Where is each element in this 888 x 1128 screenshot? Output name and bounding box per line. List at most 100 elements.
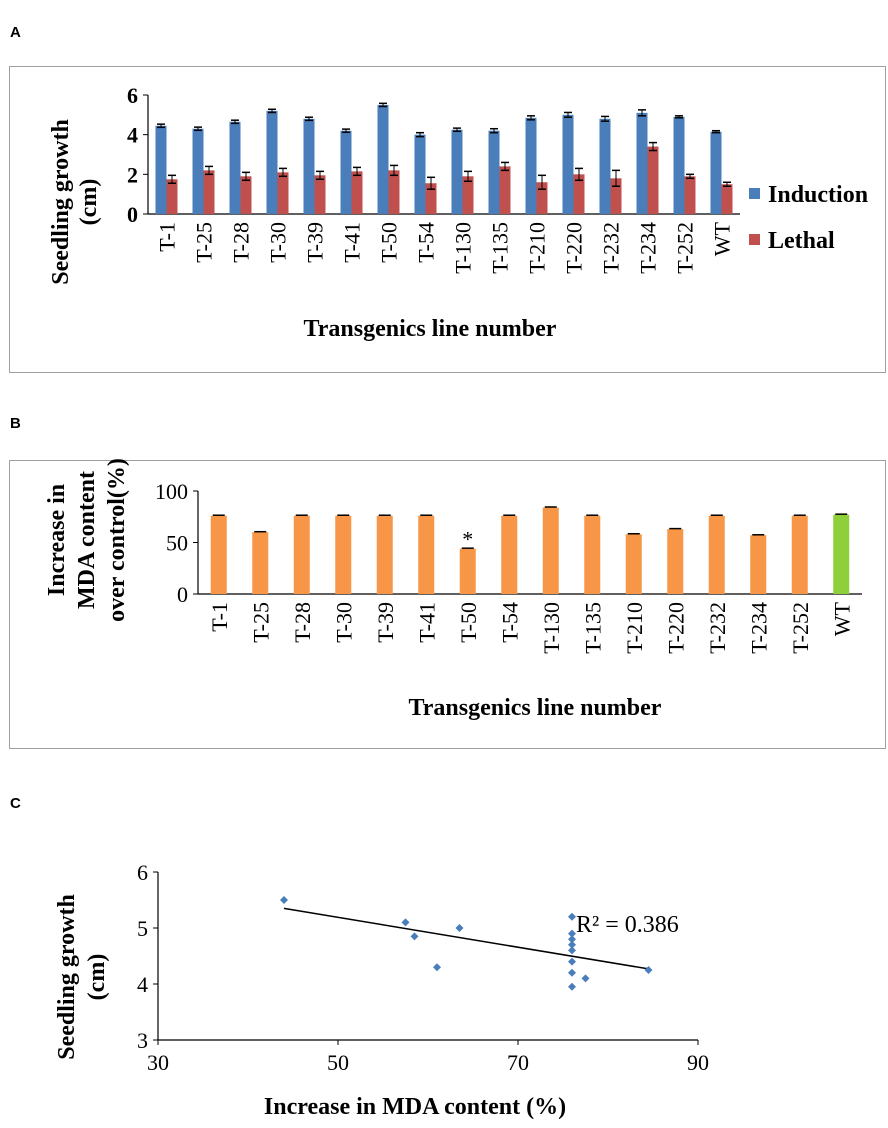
chart-a-bar-induction-wt [710,131,722,214]
chart-a-bar-lethal-t-54 [425,183,437,214]
chart-a-x-tick-label: T-135 [488,222,513,274]
chart-a-x-tick-label: T-41 [340,222,365,263]
chart-c-x-tick-label: 90 [687,1050,709,1075]
chart-a-error-bar-lethal-wt [723,181,731,187]
chart-a-bar-lethal-t-1 [166,179,178,214]
chart-a-error-bar-lethal-t-130 [464,170,472,183]
chart-b-x-tick-label: T-1 [207,602,232,632]
chart-c-point [401,918,410,927]
chart-a-y-tick-label: 6 [127,83,138,108]
chart-a-x-tick-label: T-232 [599,222,624,274]
chart-b-x-tick-label: T-30 [331,602,356,643]
chart-b-bar-wt [833,514,850,594]
panel-a-frame [9,66,886,373]
chart-c-r-squared-label: R² = 0.386 [576,912,679,938]
chart-c-y-tick-label: 6 [137,860,148,885]
chart-c-y-axis-title-line: (cm) [84,954,110,1001]
chart-b-bar-t-234 [750,535,767,594]
chart-a-error-bar-induction-t-50 [379,102,387,108]
chart-c-y-tick-label: 5 [137,916,148,941]
chart-a-error-bar-lethal-t-232 [612,169,620,187]
chart-a-error-bar-induction-t-25 [194,126,202,132]
chart-b-bar-t-135 [584,515,601,594]
chart-a-x-tick-label: T-54 [414,222,439,263]
chart-b-x-tick-label: T-210 [622,602,647,654]
chart-a-bar-induction-t-54 [414,134,426,214]
chart-c-y-axis-title-line: Seedling growth [54,894,80,1060]
chart-b-bar-t-28 [293,515,310,594]
chart-c-x-tick-label: 30 [147,1050,169,1075]
chart-a-error-bar-lethal-t-25 [205,165,213,176]
chart-b-bar-t-210 [625,534,642,594]
chart-a-bar-induction-t-220 [562,114,574,214]
chart-a-error-bar-induction-t-1 [157,123,165,129]
chart-a-x-tick-label: T-28 [229,222,254,263]
chart-c-x-axis-title: Increase in MDA content (%) [264,1094,566,1120]
chart-a-x-tick-label: T-234 [636,222,661,274]
chart-b-y-tick-label: 100 [155,479,188,504]
chart-a-bar-induction-t-252 [673,116,685,214]
chart-a-bar-induction-t-232 [599,118,611,214]
chart-b-x-axis-title: Transgenics line number [409,695,662,721]
chart-a-y-tick-label: 4 [127,123,138,148]
chart-a-bar-lethal-wt [721,184,733,214]
chart-a-bar-induction-t-25 [192,128,204,214]
chart-a-bar-induction-t-234 [636,112,648,214]
chart-c-y-tick-label: 4 [137,972,148,997]
chart-a-legend-swatch-lethal [749,234,760,245]
chart-a-bar-induction-t-210 [525,117,537,214]
chart-a-bar-lethal-t-30 [277,172,289,214]
chart-b-x-tick-label: T-50 [456,602,481,643]
chart-b-bar-t-232 [708,515,725,594]
panel-a-letter: A [10,24,21,41]
chart-a-error-bar-induction-t-252 [675,115,683,119]
chart-a-bar-lethal-t-130 [462,176,474,214]
chart-a-bar-lethal-t-41 [351,171,363,214]
chart-a-error-bar-lethal-t-135 [501,161,509,172]
chart-b-x-tick-label: WT [829,601,854,636]
chart-c-point [568,929,576,938]
chart-a-error-bar-induction-t-135 [490,127,498,134]
chart-c-y-axis-title: Seedling growth (cm) [54,894,110,1060]
chart-a-error-bar-lethal-t-210 [538,174,546,190]
chart-a-error-bar-induction-t-54 [416,131,424,138]
chart-b-x-tick-label: T-39 [373,602,398,643]
chart-b-y-axis-title-line: over control(%) [104,458,130,622]
chart-a-error-bar-lethal-t-28 [242,171,250,182]
chart-c-point [568,940,576,949]
chart-c-x-tick-label: 70 [507,1050,529,1075]
chart-b-x-tick-label: T-220 [663,602,688,654]
chart-b-bar-t-252 [791,515,808,594]
chart-b-bar-t-41 [418,515,435,594]
panel-b-frame [9,460,886,749]
chart-a-bar-lethal-t-50 [388,170,400,214]
chart-c-point [568,935,576,944]
chart-a-error-bar-lethal-t-30 [279,167,287,178]
chart-a: 0 2 4 6 T-1 T-25 T-28 T-30 T-39 T-41 T-50 T-54 T-130… [48,83,868,342]
chart-a-error-bar-induction-t-232 [601,115,609,122]
chart-a-x-axis-title: Transgenics line number [304,316,557,342]
chart-a-legend-swatch-induction [749,188,760,199]
chart-a-error-bar-lethal-t-50 [390,164,398,177]
chart-a-bar-lethal-t-28 [240,176,252,214]
chart-a-legend-label-lethal: Lethal [768,228,835,254]
chart-a-error-bar-induction-t-41 [342,128,350,134]
chart-a-error-bar-lethal-t-220 [575,167,583,182]
chart-a-x-tick-label: T-25 [192,222,217,263]
chart-b-bar-t-1 [210,515,227,594]
chart-a-y-axis-title: Seedling growth(cm) [48,119,102,285]
chart-a-x-tick-label: T-130 [451,222,476,274]
chart-b-significance-star: * [462,527,473,552]
chart-a-bar-induction-t-39 [303,118,315,214]
chart-c-point [568,968,576,977]
chart-b-x-tick-label: T-130 [539,602,564,654]
chart-b-bar-t-130 [542,507,559,594]
chart-a-error-bar-induction-t-210 [527,115,535,121]
chart-a-x-tick-label: T-39 [303,222,328,263]
chart-b-x-tick-label: T-135 [580,602,605,654]
chart-a-error-bar-lethal-t-41 [353,166,361,177]
chart-a-error-bar-induction-t-39 [305,116,313,122]
chart-a-bar-induction-t-130 [451,129,463,214]
chart-c-point [455,924,464,932]
